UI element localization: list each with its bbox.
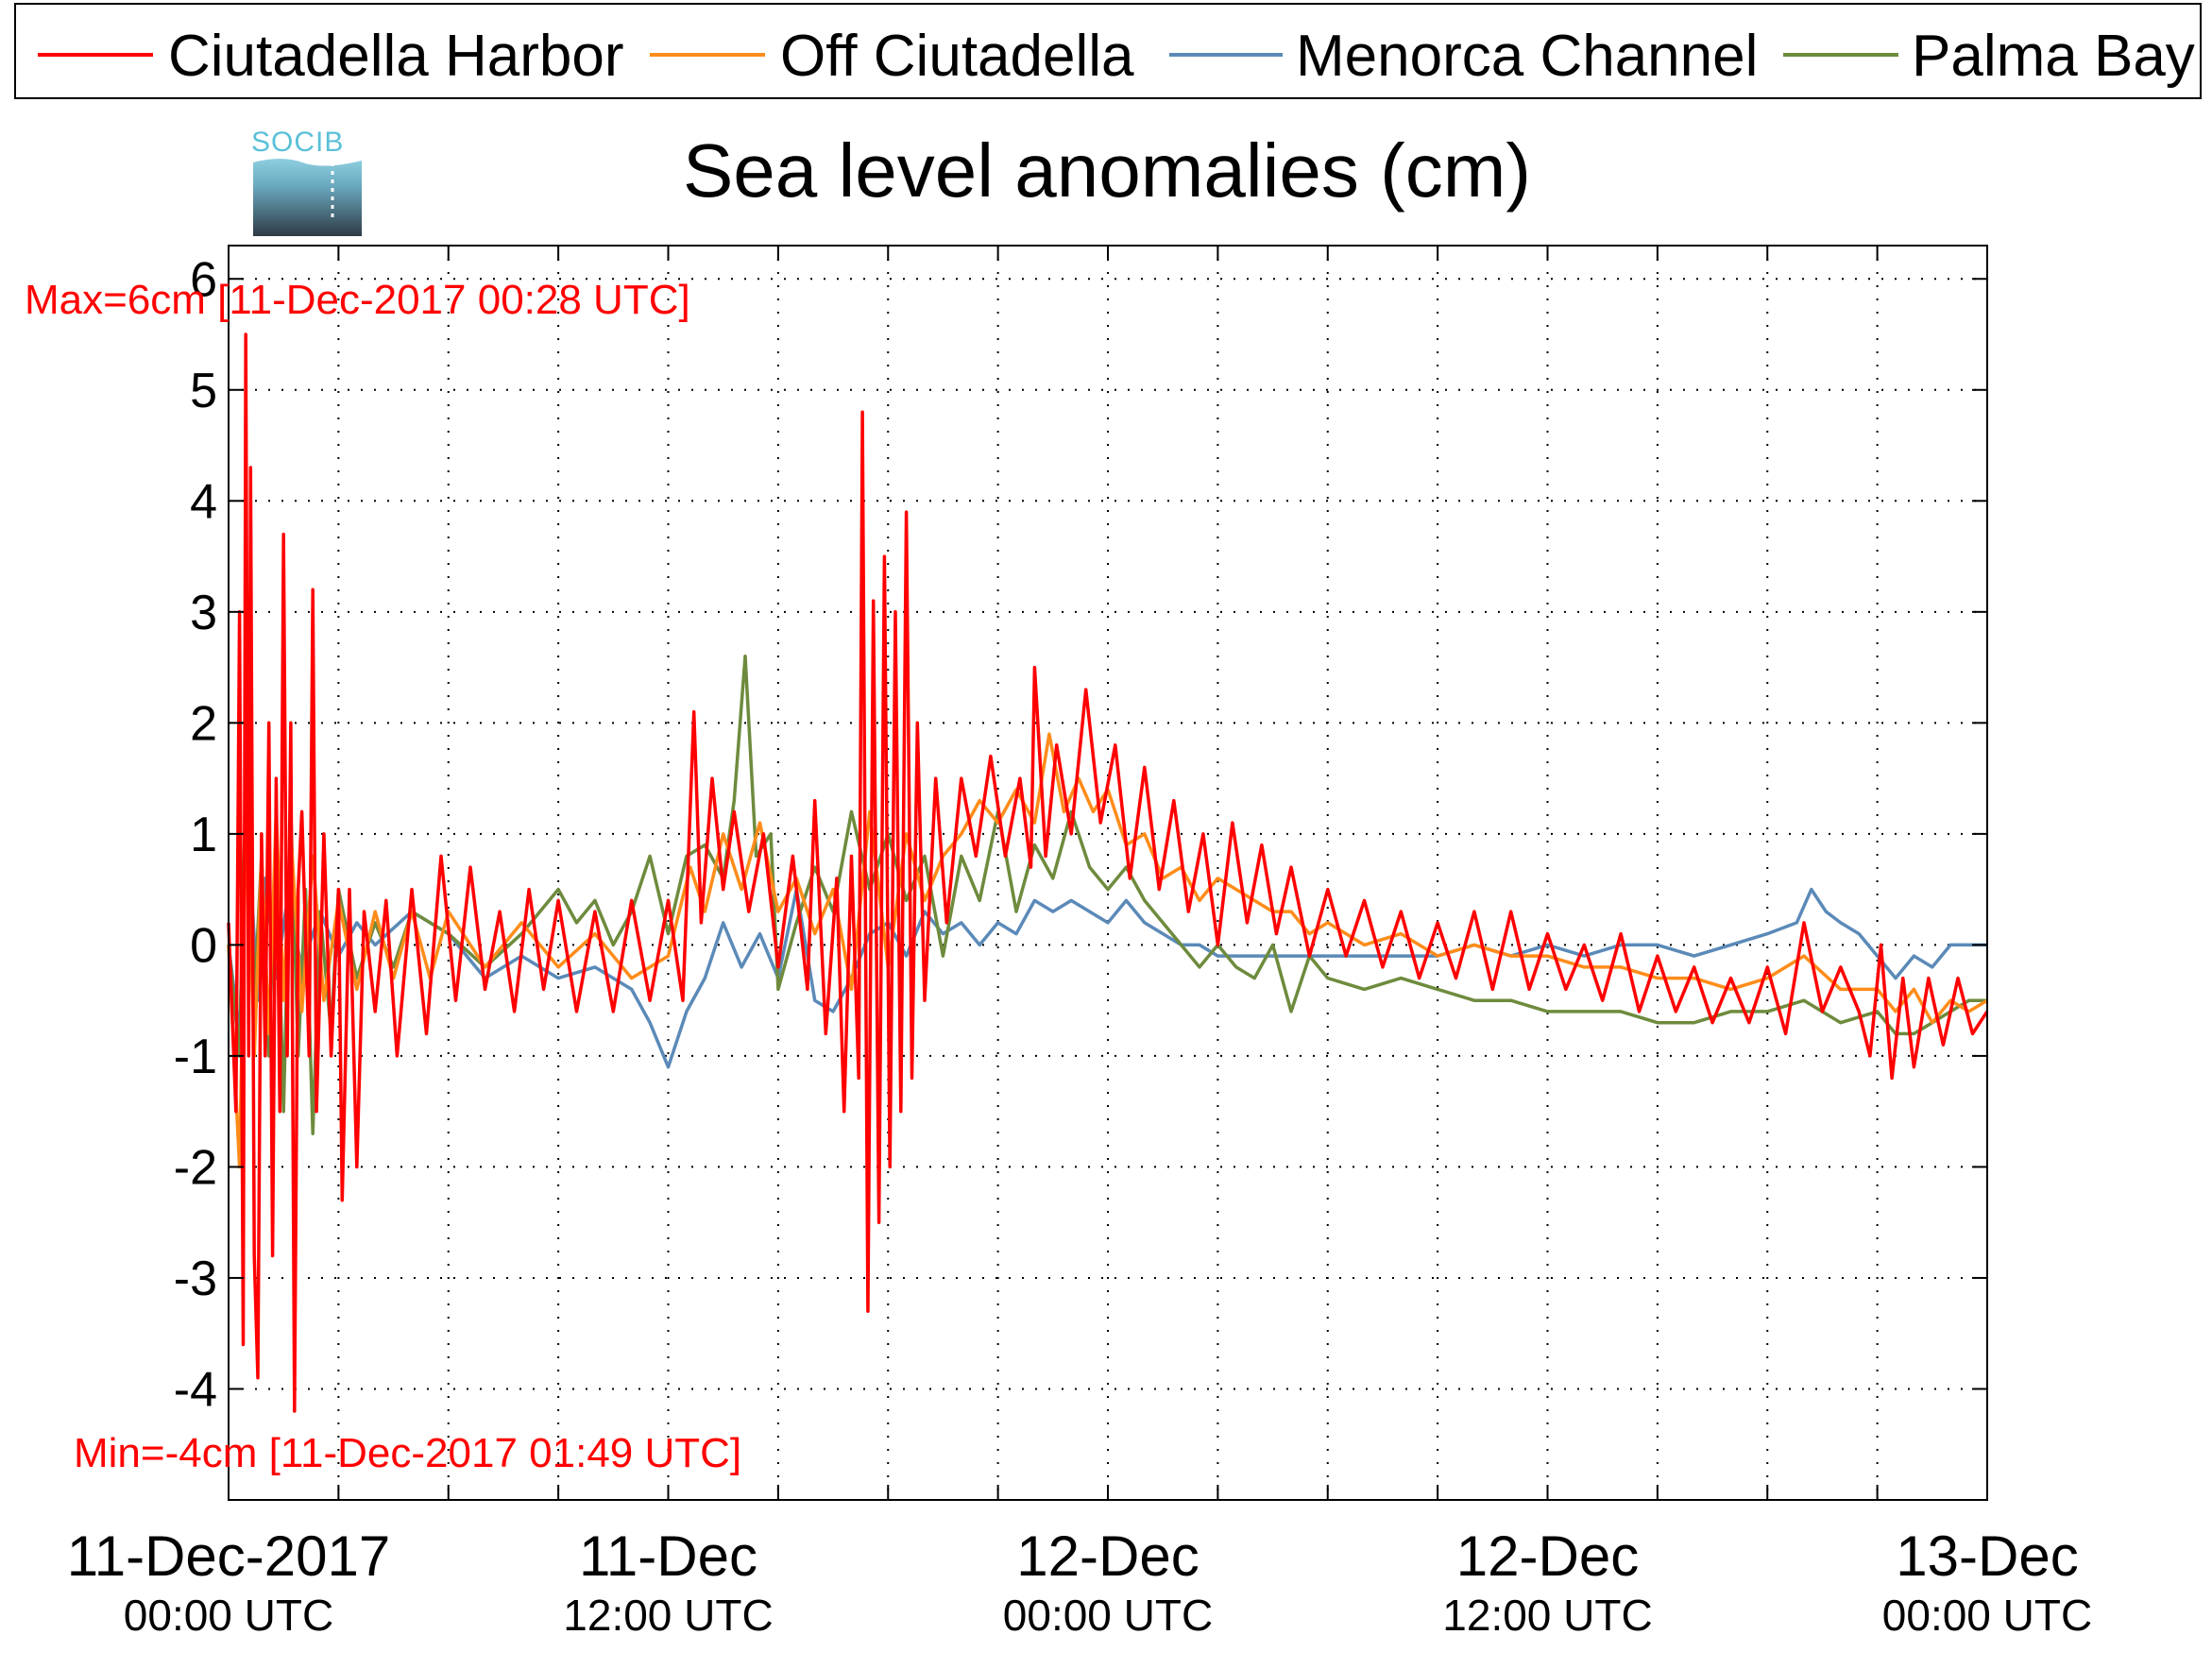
x-tick-label-time: 12:00 UTC: [1442, 1591, 1652, 1640]
series-layer: [227, 332, 1989, 1413]
y-tick-label: 6: [190, 252, 217, 307]
ticks: [229, 246, 1987, 1500]
min-annotation: Min=-4cm [11-Dec-2017 01:49 UTC]: [74, 1430, 741, 1476]
series-line-ciutadella-harbor: [227, 332, 1989, 1413]
max-annotation: Max=6cm [11-Dec-2017 00:28 UTC]: [25, 277, 690, 323]
x-tick-label-date: 11-Dec: [579, 1524, 757, 1588]
y-tick-label: 4: [190, 474, 217, 529]
socib-logo: SOCIB: [251, 127, 362, 236]
legend-label-ciutadella-harbor: Ciutadella Harbor: [168, 24, 623, 89]
svg-text:SOCIB: SOCIB: [251, 127, 344, 158]
y-tick-label: -3: [174, 1252, 217, 1306]
legend-label-palma-bay: Palma Bay: [1912, 24, 2195, 89]
y-tick-label: 1: [190, 808, 217, 862]
y-tick-labels: -4 -3 -2 -1 0 1 2 3 4 5 6: [174, 252, 217, 1417]
series-line-menorca-channel: [227, 809, 1987, 1069]
legend-label-off-ciutadella: Off Ciutadella: [780, 24, 1134, 89]
y-tick-label: 2: [190, 696, 217, 751]
x-tick-label-date: 13-Dec: [1896, 1524, 2078, 1588]
x-tick-label-date: 12-Dec: [1456, 1524, 1639, 1588]
y-tick-label: -2: [174, 1140, 217, 1195]
series-line-off-ciutadella: [227, 732, 1988, 1169]
y-tick-label: 0: [190, 918, 217, 973]
legend-label-menorca-channel: Menorca Channel: [1296, 24, 1758, 89]
x-tick-label-time: 00:00 UTC: [1003, 1591, 1213, 1640]
y-tick-label: 5: [190, 364, 217, 418]
chart-title: Sea level anomalies (cm): [683, 128, 1531, 213]
x-tick-label-time: 00:00 UTC: [124, 1591, 333, 1640]
x-tick-label-time: 00:00 UTC: [1882, 1591, 2092, 1640]
grid: [229, 246, 1987, 1500]
y-tick-label: 3: [190, 586, 217, 640]
x-tick-label-date: 11-Dec-2017: [67, 1524, 390, 1588]
y-tick-label: -4: [174, 1362, 217, 1417]
plot-frame: [228, 245, 1988, 1501]
legend: Ciutadella Harbor Off Ciutadella Menorca…: [14, 3, 2202, 99]
x-tick-label-date: 12-Dec: [1016, 1524, 1199, 1588]
x-tick-label-time: 12:00 UTC: [563, 1591, 773, 1640]
y-tick-label: -1: [174, 1030, 217, 1084]
